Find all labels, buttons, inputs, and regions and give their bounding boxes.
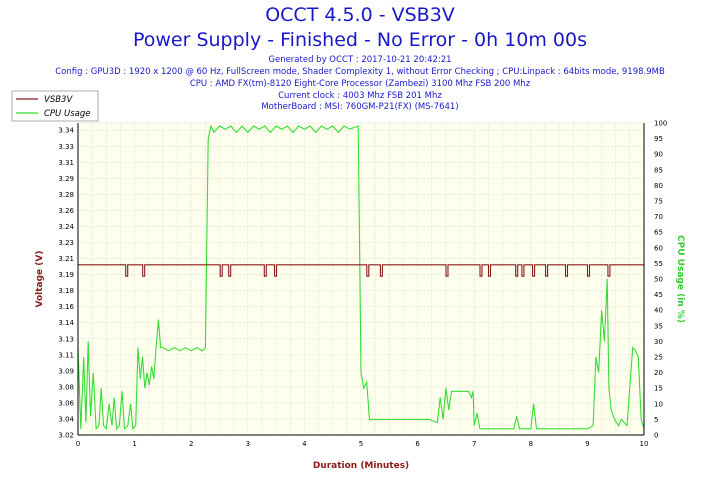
info-cpu: CPU : AMD FX(tm)-8120 Eight-Core Process… [189, 79, 531, 89]
y-left-tick-label: 3.13 [58, 335, 74, 343]
y-left-tick-label: 3.04 [58, 415, 74, 423]
y-left-tick-label: 3.08 [58, 383, 74, 391]
y-left-tick-label: 3.28 [58, 191, 74, 199]
y-left-tick-label: 3.24 [58, 223, 74, 231]
y-right-tick-label: 0 [654, 432, 658, 440]
legend-box [11, 90, 99, 122]
y-right-tick-label: 55 [654, 260, 663, 268]
y-left-tick-label: 3.34 [58, 127, 74, 135]
ticks-layer: 0 1 2 3 4 5 6 7 8 9 103.023.043.063.083.093.113.13… [58, 120, 667, 449]
y-axis-label-right: CPU Usage (in %) [675, 235, 685, 323]
y-right-tick-label: 20 [654, 369, 663, 377]
x-tick-label: 2 [189, 440, 193, 448]
y-left-tick-label: 3.18 [58, 287, 74, 295]
y-right-tick-label: 40 [654, 307, 663, 315]
y-right-tick-label: 30 [654, 338, 663, 346]
chart-title: OCCT 4.5.0 - VSB3V [265, 4, 455, 26]
y-right-tick-label: 60 [654, 244, 663, 252]
y-left-tick-label: 3.26 [58, 207, 74, 215]
x-axis-label: Duration (Minutes) [313, 461, 409, 471]
x-tick-label: 0 [76, 440, 80, 448]
x-tick-label: 4 [302, 440, 307, 448]
y-left-tick-label: 3.16 [58, 303, 74, 311]
y-right-tick-label: 90 [654, 151, 663, 159]
y-right-tick-label: 65 [654, 229, 663, 237]
y-left-tick-label: 3.21 [58, 255, 74, 263]
y-left-tick-label: 3.23 [58, 239, 74, 247]
x-tick-label: 5 [359, 440, 363, 448]
y-left-tick-label: 3.29 [58, 175, 74, 183]
y-right-tick-label: 80 [654, 182, 663, 190]
y-right-tick-label: 45 [654, 291, 663, 299]
y-right-tick-label: 70 [654, 213, 663, 221]
x-tick-label: 3 [246, 440, 250, 448]
info-config: Config : GPU3D : 1920 x 1200 @ 60 Hz, Fu… [55, 67, 665, 77]
y-left-tick-label: 3.31 [58, 159, 74, 167]
y-right-tick-label: 95 [654, 135, 663, 143]
axes-layer [77, 122, 645, 436]
series-layer [77, 124, 645, 431]
x-tick-label: 7 [472, 440, 476, 448]
chart-subtitle: Power Supply - Finished - No Error - 0h … [132, 29, 588, 51]
legend-label-voltage: VSB3V [44, 95, 73, 105]
legend: VSB3V CPU Usage [11, 90, 99, 122]
y-right-tick-label: 25 [654, 354, 663, 362]
y-axis-label-left: Voltage (V) [35, 251, 45, 308]
series-line-cpu-usage [77, 124, 645, 431]
y-right-tick-label: 10 [654, 400, 663, 408]
x-tick-label: 10 [640, 440, 649, 448]
x-tick-label: 9 [585, 440, 589, 448]
series-line-vsb3v [78, 264, 644, 277]
legend-label-cpu: CPU Usage [44, 109, 90, 119]
y-right-tick-label: 85 [654, 166, 663, 174]
x-tick-label: 8 [529, 440, 533, 448]
y-left-tick-label: 3.33 [58, 143, 74, 151]
x-tick-label: 1 [132, 440, 136, 448]
info-motherboard: MotherBoard : MSI: 760GM-P21(FX) (MS-764… [261, 102, 459, 112]
y-right-tick-label: 15 [654, 385, 663, 393]
info-clock: Current clock : 4003 Mhz FSB 201 Mhz [278, 91, 442, 101]
y-left-tick-label: 3.11 [58, 351, 74, 359]
y-left-tick-label: 3.14 [58, 319, 74, 327]
info-generated: Generated by OCCT : 2017-10-21 20:42:21 [268, 55, 452, 65]
y-right-tick-label: 5 [654, 416, 658, 424]
y-right-tick-label: 75 [654, 198, 663, 206]
y-right-tick-label: 50 [654, 276, 663, 284]
y-left-tick-label: 3.06 [58, 399, 74, 407]
y-left-tick-label: 3.19 [58, 271, 74, 279]
y-left-tick-label: 3.09 [58, 367, 74, 375]
y-left-tick-label: 3.02 [58, 432, 74, 440]
y-right-tick-label: 100 [654, 120, 667, 128]
y-right-tick-label: 35 [654, 322, 663, 330]
x-tick-label: 6 [415, 440, 420, 448]
